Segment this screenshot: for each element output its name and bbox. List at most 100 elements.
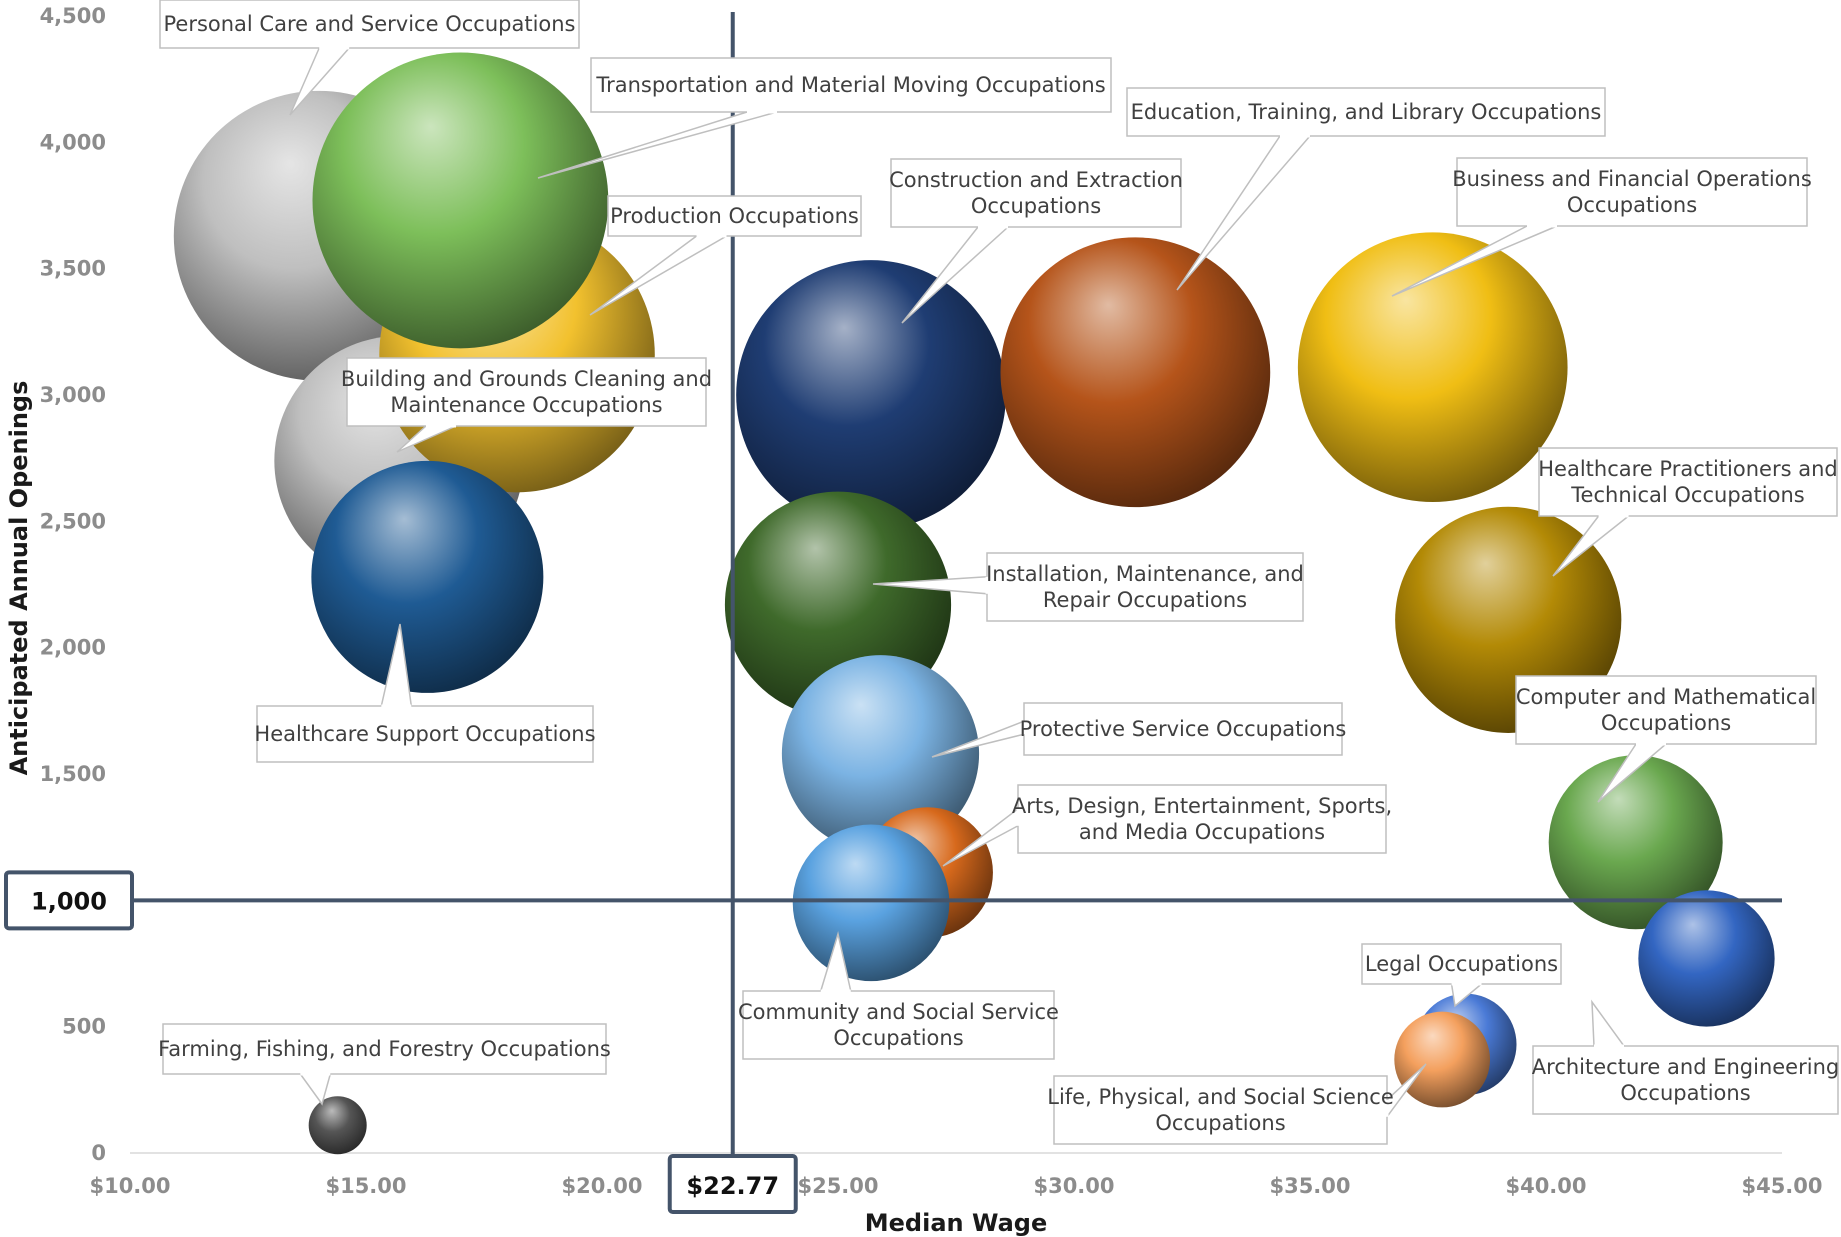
callout-label: Production Occupations (610, 204, 859, 228)
y-tick-label: 4,000 (40, 130, 106, 154)
bubble (736, 260, 1006, 530)
y-tick-label: 1,500 (40, 762, 106, 786)
callout-label: and Media Occupations (1079, 820, 1325, 844)
callout-label: Building and Grounds Cleaning and (341, 367, 712, 391)
callout-label: Construction and Extraction (889, 168, 1183, 192)
bubbles (173, 52, 1775, 1155)
callout-label: Occupations (1620, 1081, 1750, 1105)
y-tick-label: 3,000 (40, 383, 106, 407)
callout: Protective Service Occupations (931, 702, 1347, 758)
x-axis-ticks: $10.00 $15.00 $20.00 $25.00 $30.00 $35.00 $40.… (89, 1174, 1822, 1198)
openings-reference-label: 1,000 (31, 887, 107, 915)
callout-label: Occupations (971, 194, 1101, 218)
callout-box (159, 0, 580, 49)
callout-label: Occupations (1601, 711, 1731, 735)
x-tick-label: $30.00 (1033, 1174, 1114, 1198)
bubble (311, 460, 544, 693)
x-tick-label: $35.00 (1269, 1174, 1350, 1198)
y-axis-title: Anticipated Annual Openings (5, 381, 33, 776)
callout-label: Occupations (833, 1026, 963, 1050)
reference-lines: 1,000 $22.77 (4, 12, 1782, 1214)
bubble (1000, 237, 1271, 508)
bubble (308, 1096, 367, 1155)
callout-label: Healthcare Support Occupations (254, 722, 595, 746)
x-tick-label: $45.00 (1741, 1174, 1822, 1198)
callout-label: Personal Care and Service Occupations (163, 12, 575, 36)
callout-box (1361, 943, 1562, 985)
x-tick-label: $10.00 (89, 1174, 170, 1198)
callout: Personal Care and Service Occupations (159, 0, 580, 116)
x-tick-label: $15.00 (325, 1174, 406, 1198)
y-tick-label: 0 (91, 1141, 106, 1165)
callout: Building and Grounds Cleaning andMainten… (341, 357, 712, 453)
callout-label: Occupations (1567, 193, 1697, 217)
callout-box (1023, 702, 1343, 756)
x-axis-title: Median Wage (865, 1209, 1047, 1237)
callout-box (986, 552, 1304, 622)
bubble (312, 52, 609, 349)
callout: Legal Occupations (1361, 943, 1562, 1008)
callout-label: Arts, Design, Entertainment, Sports, (1012, 794, 1392, 818)
callout-box (1017, 784, 1387, 854)
bubble (1638, 890, 1775, 1027)
callout-box (1456, 157, 1808, 227)
callout: Arts, Design, Entertainment, Sports,and … (942, 784, 1392, 867)
callout: Transportation and Material Moving Occup… (537, 57, 1112, 179)
callout-box (1126, 87, 1606, 137)
callout-box (256, 705, 594, 763)
y-tick-label: 500 (62, 1015, 106, 1039)
callout-box (1515, 675, 1817, 745)
callout-box (607, 195, 862, 237)
callout-box (1053, 1075, 1388, 1145)
callout: Education, Training, and Library Occupat… (1126, 87, 1606, 291)
callout-label: Protective Service Occupations (1020, 717, 1347, 741)
y-tick-label: 2,000 (40, 636, 106, 660)
wage-reference-box (667, 1154, 798, 1214)
callout-pointer (1176, 135, 1312, 291)
bubble (1548, 755, 1723, 930)
callout-box (346, 357, 707, 427)
callout-box (890, 158, 1182, 228)
bubble (1394, 1011, 1491, 1108)
callout-pointer (1591, 999, 1626, 1047)
callout: Production Occupations (589, 195, 862, 316)
bubble (781, 655, 980, 853)
y-tick-label: 4,500 (40, 4, 106, 28)
callout-label: Business and Financial Operations (1452, 167, 1812, 191)
callout-box (742, 990, 1055, 1060)
callout-label: Technical Occupations (1570, 483, 1804, 507)
callout-box (1532, 1045, 1839, 1115)
callout: Farming, Fishing, and Forestry Occupatio… (158, 1023, 611, 1106)
y-tick-label: 2,500 (40, 509, 106, 533)
callout: Life, Physical, and Social ScienceOccupa… (1047, 1063, 1427, 1145)
callout-label: Occupations (1155, 1111, 1285, 1135)
callout-label: Maintenance Occupations (390, 393, 662, 417)
callout-label: Farming, Fishing, and Forestry Occupatio… (158, 1037, 611, 1061)
callout-label: Healthcare Practitioners and (1538, 457, 1837, 481)
callout-label: Legal Occupations (1365, 952, 1558, 976)
callout-label: Education, Training, and Library Occupat… (1131, 100, 1602, 124)
x-tick-label: $20.00 (561, 1174, 642, 1198)
callout-box (162, 1023, 607, 1075)
callout: Healthcare Support Occupations (254, 623, 596, 763)
callouts: Personal Care and Service Occupations Tra… (158, 0, 1839, 1145)
y-tick-label: 3,500 (40, 257, 106, 281)
bubble (1297, 232, 1568, 503)
wage-reference-label: $22.77 (686, 1172, 779, 1200)
x-tick-label: $25.00 (797, 1174, 878, 1198)
callout-label: Computer and Mathematical (1516, 685, 1816, 709)
callout-label: Architecture and Engineering (1532, 1055, 1839, 1079)
openings-reference-box (4, 870, 134, 931)
y-axis-ticks: 0 500 1,500 2,000 2,500 3,000 3,500 4,000 4,500 (40, 4, 106, 1165)
callout-label: Installation, Maintenance, and (986, 562, 1304, 586)
callout-box (1538, 447, 1838, 517)
callout-label: Community and Social Service (738, 1000, 1059, 1024)
callout-label: Life, Physical, and Social Science (1047, 1085, 1394, 1109)
